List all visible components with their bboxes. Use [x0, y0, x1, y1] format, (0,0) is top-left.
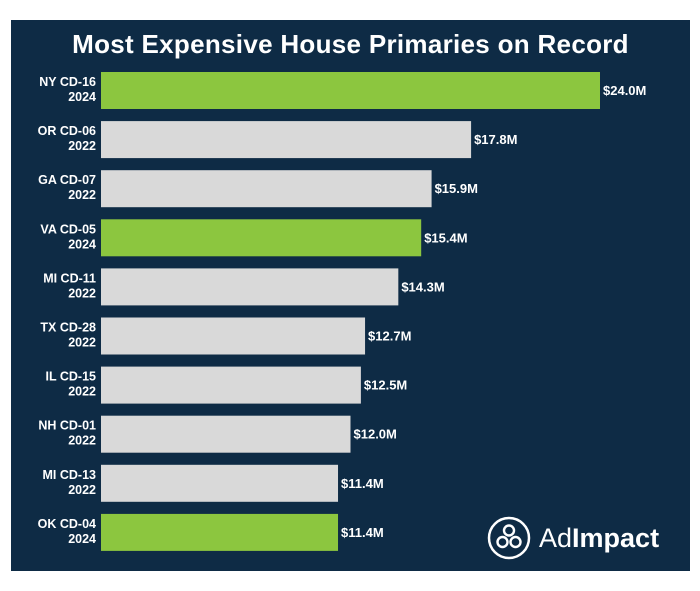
- value-label-5: $12.7M: [368, 329, 411, 344]
- bar-5: [101, 317, 366, 355]
- category-label-line: 2022: [68, 336, 96, 350]
- category-label-9: OK CD-04 2024: [38, 517, 96, 546]
- value-label-7: $12.0M: [354, 427, 397, 442]
- bar-8: [101, 464, 339, 502]
- bar-0: [101, 72, 600, 109]
- category-label-line: NH CD-01: [38, 419, 96, 433]
- category-label-line: VA CD-05: [40, 222, 96, 236]
- category-label-line: 2022: [68, 385, 96, 399]
- bar-7: [101, 415, 351, 453]
- category-label-line: 2022: [68, 188, 96, 202]
- brand-name-bold: Impact: [572, 522, 660, 553]
- category-label-line: GA CD-07: [38, 173, 96, 187]
- category-label-line: MI CD-13: [43, 468, 97, 482]
- category-label-1: OR CD-06 2022: [38, 124, 96, 153]
- category-label-2: GA CD-07 2022: [38, 173, 96, 202]
- category-label-line: 2022: [68, 139, 96, 153]
- bar-2: [101, 170, 432, 208]
- chart-panel: Most Expensive House Primaries on Record…: [11, 20, 690, 571]
- bar-4: [101, 268, 399, 306]
- brand-name-light: Ad: [539, 522, 573, 553]
- category-label-line: 2022: [68, 483, 96, 497]
- category-label-5: TX CD-28 2022: [40, 321, 96, 350]
- value-label-4: $14.3M: [401, 279, 444, 294]
- category-label-line: IL CD-15: [46, 370, 97, 384]
- brand-name: AdImpact: [539, 522, 660, 553]
- category-label-0: NY CD-16 2024: [39, 75, 96, 104]
- brand-logo: AdImpact: [487, 516, 659, 560]
- category-label-line: TX CD-28: [40, 321, 96, 335]
- category-label-line: 2024: [68, 532, 96, 546]
- category-label-line: OR CD-06: [38, 124, 96, 138]
- category-label-7: NH CD-01 2022: [38, 419, 96, 448]
- adimpact-logo-icon: [487, 516, 531, 560]
- category-label-line: 2022: [68, 286, 96, 300]
- category-label-4: MI CD-11 2022: [43, 271, 96, 300]
- value-label-9: $11.4M: [341, 525, 384, 540]
- category-label-line: 2022: [68, 434, 96, 448]
- value-label-2: $15.9M: [435, 181, 478, 196]
- category-label-6: IL CD-15 2022: [46, 370, 97, 399]
- category-label-line: MI CD-11: [43, 271, 96, 285]
- value-label-3: $15.4M: [424, 230, 467, 245]
- value-label-6: $12.5M: [364, 378, 407, 393]
- chart-title: Most Expensive House Primaries on Record: [72, 29, 629, 59]
- value-label-8: $11.4M: [341, 476, 384, 491]
- value-label-1: $17.8M: [474, 132, 517, 147]
- category-label-line: 2024: [68, 237, 96, 251]
- bar-9: [101, 513, 339, 551]
- bar-6: [101, 366, 361, 404]
- category-label-3: VA CD-05 2024: [40, 222, 96, 251]
- category-label-8: MI CD-13 2022: [43, 468, 97, 497]
- category-label-line: 2024: [68, 90, 96, 104]
- bar-1: [101, 121, 472, 159]
- category-label-line: OK CD-04: [38, 517, 96, 531]
- value-label-0: $24.0M: [603, 83, 646, 98]
- category-label-line: NY CD-16: [39, 75, 96, 89]
- bar-3: [101, 219, 422, 257]
